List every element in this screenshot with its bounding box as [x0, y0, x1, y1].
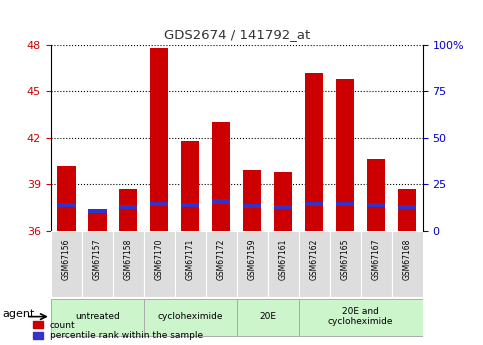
Text: GSM67172: GSM67172	[217, 239, 226, 280]
Bar	[274, 205, 293, 209]
Bar	[150, 201, 169, 206]
Text: GSM67167: GSM67167	[371, 239, 381, 280]
Bar	[181, 203, 199, 207]
Bar	[274, 172, 293, 231]
Bar	[367, 203, 385, 207]
FancyBboxPatch shape	[361, 231, 392, 297]
FancyBboxPatch shape	[298, 299, 423, 336]
Text: agent: agent	[2, 309, 35, 319]
FancyBboxPatch shape	[144, 231, 175, 297]
Bar	[150, 48, 169, 231]
FancyBboxPatch shape	[51, 231, 82, 297]
Bar	[336, 79, 355, 231]
Bar	[88, 209, 106, 213]
Text: cycloheximide: cycloheximide	[157, 312, 223, 321]
Text: GSM67168: GSM67168	[403, 239, 412, 280]
Bar	[119, 205, 138, 209]
Bar	[57, 166, 75, 231]
Text: GSM67161: GSM67161	[279, 239, 288, 280]
Bar	[398, 205, 416, 209]
Bar	[243, 170, 261, 231]
FancyBboxPatch shape	[82, 231, 113, 297]
Text: GSM67156: GSM67156	[62, 239, 71, 280]
Bar	[57, 203, 75, 207]
FancyBboxPatch shape	[329, 231, 361, 297]
Text: GSM67170: GSM67170	[155, 239, 164, 280]
Bar	[243, 204, 261, 208]
Legend: count, percentile rank within the sample: count, percentile rank within the sample	[33, 321, 203, 341]
FancyBboxPatch shape	[206, 231, 237, 297]
Bar	[212, 199, 230, 204]
FancyBboxPatch shape	[392, 231, 423, 297]
Text: GSM67158: GSM67158	[124, 239, 133, 280]
Bar	[305, 73, 324, 231]
Bar	[305, 201, 324, 206]
Bar	[398, 189, 416, 231]
Bar	[88, 210, 106, 231]
Bar	[181, 141, 199, 231]
FancyBboxPatch shape	[237, 299, 298, 336]
Text: GSM67171: GSM67171	[185, 239, 195, 280]
FancyBboxPatch shape	[237, 231, 268, 297]
Text: 20E and
cycloheximide: 20E and cycloheximide	[328, 307, 393, 326]
Text: untreated: untreated	[75, 312, 120, 321]
Text: GSM67165: GSM67165	[341, 239, 350, 280]
Bar	[336, 201, 355, 206]
FancyBboxPatch shape	[268, 231, 298, 297]
FancyBboxPatch shape	[175, 231, 206, 297]
FancyBboxPatch shape	[51, 299, 144, 336]
Text: GDS2674 / 141792_at: GDS2674 / 141792_at	[164, 28, 310, 41]
FancyBboxPatch shape	[298, 231, 329, 297]
Text: GSM67162: GSM67162	[310, 239, 319, 280]
Bar	[119, 189, 138, 231]
Text: GSM67159: GSM67159	[248, 239, 256, 280]
FancyBboxPatch shape	[144, 299, 237, 336]
Bar	[212, 122, 230, 231]
Text: 20E: 20E	[259, 312, 276, 321]
Bar	[367, 159, 385, 231]
FancyBboxPatch shape	[113, 231, 144, 297]
Text: GSM67157: GSM67157	[93, 239, 102, 280]
